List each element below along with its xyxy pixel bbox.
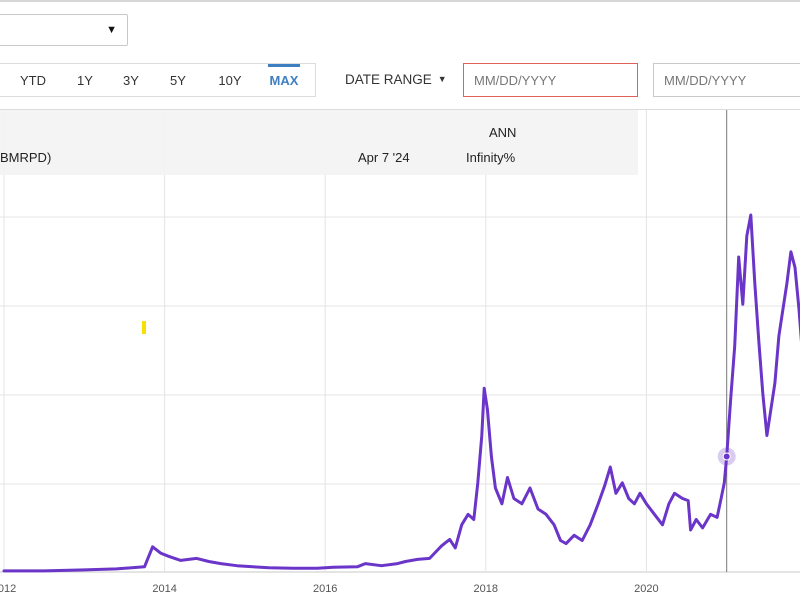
x-tick-label: 2016: [313, 583, 337, 595]
range-button-1y[interactable]: 1Y: [77, 73, 93, 88]
event-marker[interactable]: [142, 321, 146, 334]
tooltip-value: Infinity%: [466, 150, 516, 165]
range-button-ytd[interactable]: YTD: [20, 73, 46, 88]
x-axis-ticks: 201220142016201820202: [0, 583, 659, 595]
x-tick-label: 2012: [0, 583, 16, 595]
end-date-input[interactable]: [653, 63, 800, 97]
tooltip-date: Apr 7 '24: [358, 150, 410, 165]
series-line: [2, 213, 800, 573]
range-button-5y[interactable]: 5Y: [170, 73, 186, 88]
x-tick-label: 2018: [474, 583, 498, 595]
date-range-toggle[interactable]: DATE RANGE ▼: [345, 72, 447, 87]
range-button-10y[interactable]: 10Y: [218, 73, 242, 88]
x-tick-label: 2014: [152, 583, 176, 595]
chart-area[interactable]: 201220142016201820202: [0, 110, 800, 600]
date-range-label: DATE RANGE: [345, 72, 432, 87]
hover-point-dot: [722, 452, 731, 461]
series-dropdown[interactable]: ▼: [0, 14, 128, 46]
chevron-down-icon: ▼: [106, 24, 117, 36]
tooltip-panel: [0, 110, 638, 175]
x-tick-label: 2020: [634, 583, 658, 595]
start-date-input[interactable]: [463, 63, 638, 97]
range-button-max[interactable]: MAX: [268, 64, 300, 96]
chart-divider: [0, 109, 800, 110]
chart-grid: [0, 110, 800, 573]
caret-down-icon: ▼: [437, 74, 447, 84]
hover-point: [717, 447, 736, 466]
range-button-3y[interactable]: 3Y: [123, 73, 139, 88]
tooltip-series-name: BMRPD): [0, 150, 52, 165]
tooltip-header: ANN: [489, 125, 517, 140]
top-border: [0, 0, 800, 2]
range-selector: YTD 1Y 3Y 5Y 10Y MAX: [0, 63, 316, 97]
